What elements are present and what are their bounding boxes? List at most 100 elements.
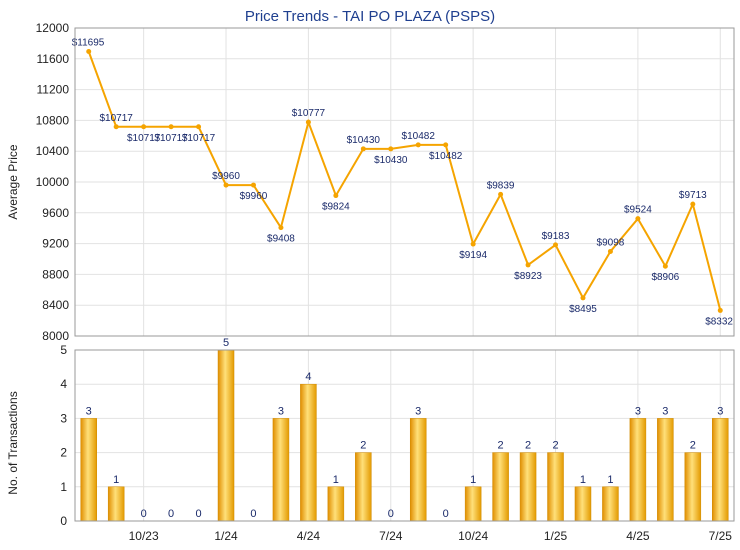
price-series-line [87,51,722,311]
price-point [690,201,696,207]
price-point [388,146,394,152]
price-data-label: $9524 [624,205,652,216]
transaction-bar [107,486,125,522]
price-data-label: $10717 [127,133,161,144]
price-tick-label: 11200 [37,83,70,97]
transaction-count-label: 1 [580,474,586,486]
price-point [250,182,256,188]
price-data-label: $10717 [182,133,216,144]
transaction-count-label: 1 [333,474,339,486]
price-point [168,124,174,130]
transaction-count-label: 0 [443,508,449,520]
price-point [223,182,229,188]
transaction-bar [355,452,372,522]
price-point [141,124,147,130]
price-point [525,262,531,268]
price-tick-label: 11600 [37,52,70,66]
x-tick-label: 7/25 [709,529,733,543]
x-tick-label: 10/23 [129,529,159,543]
price-point [498,191,504,197]
price-point [635,216,641,222]
transaction-count-label: 3 [662,405,668,417]
transaction-bar [629,418,647,522]
transaction-bar [712,418,729,522]
price-data-label: $8495 [569,304,597,315]
transaction-count-label: 0 [141,508,147,520]
price-tick-label: 9600 [42,206,69,220]
transaction-bar [547,452,564,522]
transaction-bar [327,486,345,522]
price-data-label: $10482 [402,131,436,142]
chart-title: Price Trends - TAI PO PLAZA (PSPS) [245,8,495,25]
transaction-count-label: 3 [717,405,723,417]
transactions-tick-label: 1 [60,480,67,494]
price-data-label: $10430 [347,135,381,146]
price-point [86,48,92,54]
price-data-label: $9194 [459,250,487,261]
price-tick-label: 9200 [42,237,69,251]
price-point [333,193,339,199]
transactions-tick-label: 0 [60,514,67,528]
transactions-tick-label: 2 [60,446,67,460]
transaction-bar [519,452,537,522]
price-data-label: $9408 [267,234,295,245]
transaction-bar [574,486,592,522]
x-tick-label: 10/24 [458,529,488,543]
price-data-label: $8332 [705,316,733,327]
price-point [717,307,723,313]
price-point [553,242,559,248]
price-tick-label: 8400 [42,298,69,312]
x-tick-label: 7/24 [379,529,403,543]
price-tick-label: 10000 [36,175,70,189]
transaction-count-label: 2 [498,440,504,452]
price-data-label: $9713 [679,190,707,201]
transactions-plot-frame [74,349,735,522]
transaction-bar [602,486,619,522]
transaction-count-label: 0 [196,508,202,520]
transaction-bar [217,349,235,522]
price-tick-label: 10800 [36,113,70,127]
transaction-count-label: 0 [388,508,394,520]
transaction-count-label: 2 [525,440,531,452]
x-tick-label: 4/25 [626,529,650,543]
transactions-axis-label: No. of Transactions [6,391,20,494]
price-point [360,146,366,152]
price-point [196,124,202,130]
price-data-label: $10717 [100,113,134,124]
price-tick-label: 10400 [36,144,70,158]
price-point [470,241,476,247]
price-data-label: $10717 [154,133,188,144]
transaction-bar [300,383,317,522]
transaction-bar [464,486,482,522]
price-tick-label: 8800 [42,267,69,281]
price-data-label: $9183 [542,231,570,242]
price-point [443,142,449,148]
transaction-bar [657,418,674,522]
price-tick-label: 12000 [36,21,70,35]
price-data-label: $8906 [651,272,679,283]
price-data-label: $9824 [322,202,350,213]
price-data-label: $9098 [597,237,625,248]
price-data-label: $8923 [514,271,542,282]
price-point [607,248,613,254]
transaction-bar [80,418,97,522]
price-data-label: $9839 [487,180,515,191]
transaction-count-label: 1 [113,474,119,486]
transaction-count-label: 1 [607,474,613,486]
transaction-count-label: 3 [635,405,641,417]
transactions-tick-label: 3 [60,411,67,425]
price-point [580,295,586,301]
price-plot-frame [74,27,735,337]
transaction-bar [409,418,427,522]
price-tick-label: 8000 [42,329,69,343]
transaction-count-label: 0 [250,508,256,520]
price-point [278,225,284,231]
price-axis-label: Average Price [6,144,20,219]
transaction-count-label: 4 [305,371,311,383]
transaction-count-label: 2 [552,440,558,452]
price-point [662,263,668,269]
x-tick-label: 1/25 [544,529,568,543]
price-point [305,119,311,125]
transactions-tick-label: 5 [60,343,67,357]
